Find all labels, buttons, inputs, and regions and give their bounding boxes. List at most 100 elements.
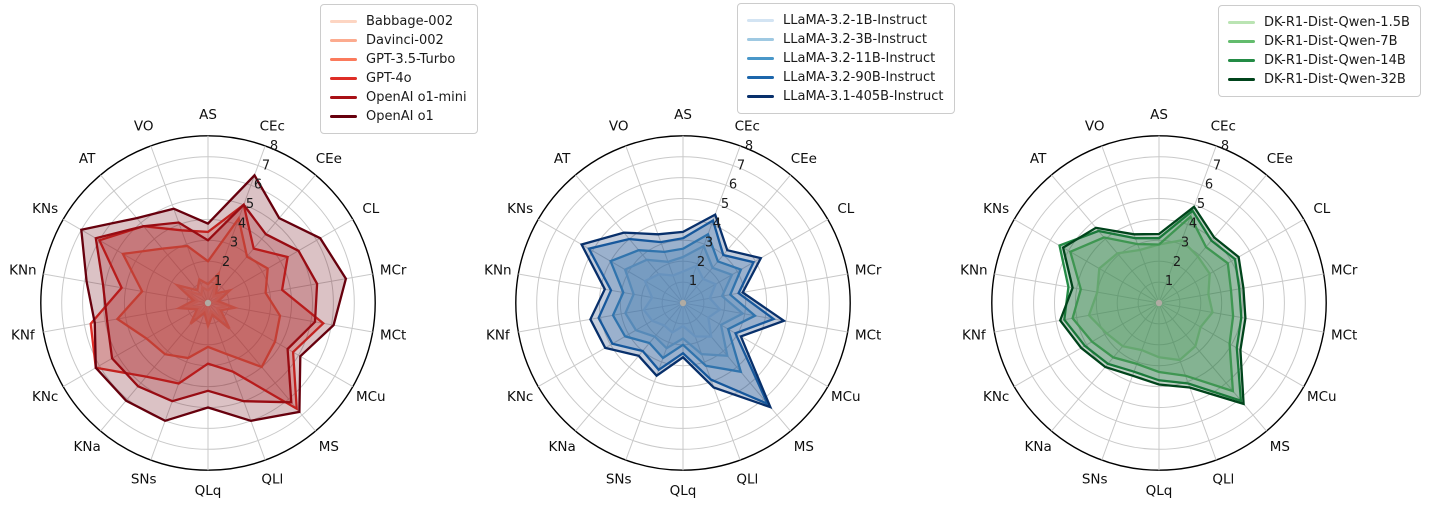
axis-label-KNf: KNf: [11, 328, 36, 344]
center-dot: [204, 299, 212, 307]
axis-label-KNc: KNc: [507, 389, 533, 405]
legend-item-label: GPT-3.5-Turbo: [366, 52, 456, 67]
spoke-VO: [625, 145, 684, 304]
axis-label-QLq: QLq: [670, 483, 697, 499]
axis-label-KNa: KNa: [74, 439, 101, 455]
axis-label-KNf: KNf: [962, 328, 987, 344]
axis-label-MCt: MCt: [855, 328, 881, 344]
spoke-CEe: [1158, 174, 1267, 304]
series-line-DK-R1-Dist-Qwen-14B: [1058, 208, 1243, 403]
axis-label-CL: CL: [837, 201, 854, 217]
legend-item: DK-R1-Dist-Qwen-32B: [1228, 70, 1410, 89]
legend-item-label: LLaMA-3.2-11B-Instruct: [783, 51, 936, 66]
axis-label-KNn: KNn: [960, 262, 988, 278]
spoke-KNc: [1013, 302, 1160, 388]
legend-deepseek-qwen: DK-R1-Dist-Qwen-1.5B DK-R1-Dist-Qwen-7B DK…: [1218, 5, 1421, 97]
axis-label-CL: CL: [1313, 201, 1330, 217]
axis-label-SNs: SNs: [1082, 472, 1108, 488]
series-line-LLaMA-3.2-3B-Instruct: [623, 244, 745, 358]
series-line-Babbage-002: [183, 280, 231, 325]
legend-item-label: LLaMA-3.2-90B-Instruct: [783, 70, 936, 85]
legend-item: OpenAI o1: [330, 107, 467, 126]
series-fill-DK-R1-Dist-Qwen-1.5B: [1089, 240, 1213, 360]
legend-item-label: Davinci-002: [366, 33, 444, 48]
spoke-MCu: [1158, 302, 1305, 388]
spoke-KNc: [537, 302, 684, 388]
axis-label-KNs: KNs: [983, 201, 1009, 217]
legend-item-label: OpenAI o1: [366, 109, 434, 124]
series-line-Davinci-002: [173, 270, 239, 330]
legend-item-label: DK-R1-Dist-Qwen-32B: [1264, 72, 1406, 87]
axis-label-QLq: QLq: [1146, 483, 1173, 499]
legend-swatch-line: [330, 115, 357, 118]
axis-label-AS: AS: [674, 107, 692, 123]
spoke-AT: [1051, 174, 1160, 304]
radar-chart-openai: AS CEc CEe CL MCr MCt MCu MS QLl QLq SNs KNa KNc KNf K…: [9, 107, 407, 499]
axis-label-MCu: MCu: [1307, 389, 1337, 405]
series-fill-DK-R1-Dist-Qwen-7B: [1070, 216, 1234, 392]
r-tick-label-2: 2: [1173, 255, 1181, 270]
axis-label-MCt: MCt: [1331, 328, 1357, 344]
axis-label-VO: VO: [609, 118, 629, 134]
series-line-LLaMA-3.2-11B-Instruct: [609, 232, 758, 374]
legend-item: LLaMA-3.1-405B-Instruct: [747, 87, 944, 106]
series-line-LLaMA-3.2-1B-Instruct: [642, 264, 722, 338]
axis-label-CEe: CEe: [1267, 151, 1293, 167]
spoke-KNa: [100, 302, 209, 432]
legend-item: LLaMA-3.2-90B-Instruct: [747, 68, 944, 87]
series-line-GPT-4o: [89, 202, 326, 411]
spoke-KNs: [1013, 218, 1160, 304]
series-fill-OpenAI o1: [81, 175, 346, 421]
r-tick-label-7: 7: [737, 158, 745, 173]
axis-label-KNn: KNn: [484, 262, 512, 278]
spoke-SNs: [1101, 302, 1160, 461]
spoke-SNs: [150, 302, 209, 461]
spoke-CEe: [682, 174, 791, 304]
r-tick-label-1: 1: [689, 274, 697, 289]
axis-label-KNf: KNf: [486, 328, 511, 344]
axis-label-MS: MS: [319, 439, 339, 455]
legend-llama: LLaMA-3.2-1B-Instruct LLaMA-3.2-3B-Instru…: [737, 3, 955, 114]
r-tick-label-3: 3: [705, 236, 713, 251]
legend-item: DK-R1-Dist-Qwen-1.5B: [1228, 13, 1410, 32]
r-tick-label-4: 4: [713, 216, 721, 231]
axis-label-CEc: CEc: [1211, 118, 1236, 134]
legend-swatch-line: [747, 95, 774, 98]
spoke-CEe: [207, 174, 316, 304]
axis-label-MS: MS: [794, 439, 814, 455]
axis-label-MCu: MCu: [356, 389, 386, 405]
series-fill-GPT-4o: [90, 204, 324, 409]
spoke-QLl: [207, 302, 266, 461]
legend-item: DK-R1-Dist-Qwen-7B: [1228, 32, 1410, 51]
legend-openai: Babbage-002 Davinci-002 GPT-3.5-Turbo GPT-4…: [320, 4, 478, 134]
legend-item-label: DK-R1-Dist-Qwen-14B: [1264, 53, 1406, 68]
r-tick-label-6: 6: [254, 178, 262, 193]
spoke-CL: [1158, 218, 1305, 304]
radar-chart-deepseek-qwen: AS CEc CEe CL MCr MCt MCu MS QLl QLq SNs KNa KNc KNf K…: [960, 107, 1358, 499]
center-dot: [1155, 299, 1163, 307]
legend-swatch-line: [747, 38, 774, 41]
r-tick-label-1: 1: [1165, 274, 1173, 289]
legend-item: GPT-3.5-Turbo: [330, 50, 467, 69]
legend-item: Davinci-002: [330, 31, 467, 50]
r-tick-label-6: 6: [729, 178, 737, 193]
spoke-CL: [682, 218, 829, 304]
axis-label-QLl: QLl: [736, 472, 758, 488]
spoke-QLl: [682, 302, 741, 461]
legend-item-label: DK-R1-Dist-Qwen-1.5B: [1264, 15, 1410, 30]
series-fill-DK-R1-Dist-Qwen-32B: [1060, 206, 1246, 404]
r-tick-label-5: 5: [246, 197, 254, 212]
r-tick-label-8: 8: [745, 139, 753, 154]
axis-label-CL: CL: [362, 201, 379, 217]
axis-label-MCu: MCu: [831, 389, 861, 405]
axis-label-KNn: KNn: [9, 262, 37, 278]
series-fill-LLaMA-3.1-405B-Instruct: [581, 214, 784, 408]
axis-label-MCr: MCr: [380, 262, 407, 278]
axis-label-AT: AT: [1030, 151, 1047, 167]
series-line-LLaMA-3.2-90B-Instruct: [587, 218, 776, 407]
spoke-CEc: [1158, 145, 1217, 304]
spoke-MCu: [682, 302, 829, 388]
spoke-MS: [1158, 302, 1267, 432]
series-line-DK-R1-Dist-Qwen-1.5B: [1087, 238, 1214, 362]
spoke-AT: [100, 174, 209, 304]
